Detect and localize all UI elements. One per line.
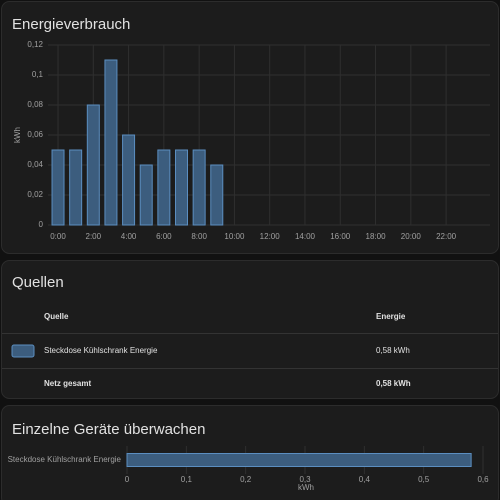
bar bbox=[192, 149, 206, 226]
x-tick-label: 10:00 bbox=[224, 232, 245, 241]
y-tick-label: 0,02 bbox=[27, 190, 43, 199]
x-tick-label: 0,3 bbox=[299, 475, 311, 484]
bar bbox=[157, 149, 171, 226]
bar bbox=[122, 134, 136, 226]
x-tick-label: 18:00 bbox=[366, 232, 387, 241]
y-tick-label: 0 bbox=[39, 220, 44, 229]
x-tick-label: 20:00 bbox=[401, 232, 422, 241]
bar bbox=[139, 164, 153, 226]
total-label: Netz gesamt bbox=[44, 379, 91, 388]
bar bbox=[69, 149, 83, 226]
bar bbox=[104, 59, 118, 226]
bar bbox=[210, 164, 224, 226]
y-tick-label: 0,06 bbox=[27, 130, 43, 139]
card-title: Energieverbrauch bbox=[12, 16, 130, 33]
x-tick-label: 0 bbox=[125, 475, 130, 484]
y-tick-label: 0,12 bbox=[27, 40, 43, 49]
x-tick-label: 0,2 bbox=[240, 475, 252, 484]
card bbox=[1, 405, 499, 500]
bar bbox=[126, 453, 472, 467]
x-tick-label: 14:00 bbox=[295, 232, 316, 241]
x-tick-label: 2:00 bbox=[86, 232, 102, 241]
column-header: Quelle bbox=[44, 312, 69, 321]
x-tick-label: 0,4 bbox=[359, 475, 371, 484]
x-axis-label: kWh bbox=[298, 483, 314, 492]
x-tick-label: 22:00 bbox=[436, 232, 457, 241]
column-header: Energie bbox=[376, 312, 406, 321]
total-energy: 0,58 kWh bbox=[376, 379, 411, 388]
x-tick-label: 4:00 bbox=[121, 232, 137, 241]
y-tick-label: 0,1 bbox=[32, 70, 44, 79]
card-title: Quellen bbox=[12, 274, 64, 291]
y-axis-label: kWh bbox=[13, 127, 22, 143]
y-tick-label: 0,08 bbox=[27, 100, 43, 109]
x-tick-label: 16:00 bbox=[330, 232, 351, 241]
bar bbox=[51, 149, 65, 226]
x-tick-label: 0,1 bbox=[181, 475, 193, 484]
x-tick-label: 6:00 bbox=[156, 232, 172, 241]
y-tick-label: 0,04 bbox=[27, 160, 43, 169]
source-energy: 0,58 kWh bbox=[376, 346, 410, 355]
x-tick-label: 12:00 bbox=[260, 232, 281, 241]
y-tick-label: Steckdose Kühlschrank Energie bbox=[8, 455, 122, 464]
x-tick-label: 0,5 bbox=[418, 475, 430, 484]
color-swatch bbox=[11, 344, 35, 358]
bar bbox=[175, 149, 188, 226]
bar bbox=[86, 104, 100, 226]
x-tick-label: 8:00 bbox=[191, 232, 207, 241]
x-tick-label: 0:00 bbox=[50, 232, 66, 241]
card-title: Einzelne Geräte überwachen bbox=[12, 421, 205, 438]
card bbox=[1, 260, 499, 399]
x-tick-label: 0,6 bbox=[477, 475, 489, 484]
source-name: Steckdose Kühlschrank Energie bbox=[44, 346, 158, 355]
